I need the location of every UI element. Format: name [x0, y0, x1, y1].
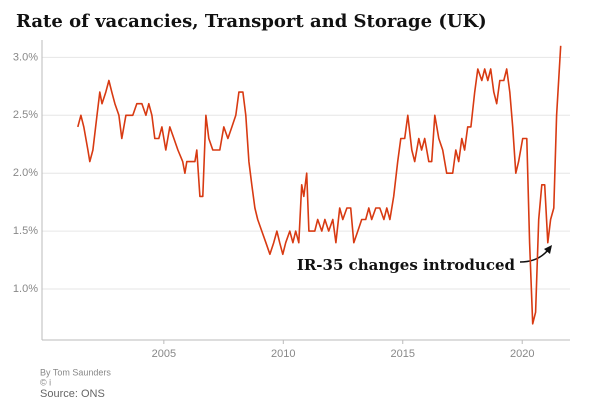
x-tick-label: 2010	[271, 348, 295, 360]
x-tick-label: 2015	[391, 348, 415, 360]
annotation-arrow	[519, 249, 549, 263]
y-tick-label: 2.0%	[13, 167, 38, 179]
y-tick-label: 2.5%	[13, 109, 38, 121]
x-tick-label: 2005	[152, 348, 176, 360]
byline: By Tom Saunders	[40, 367, 111, 377]
y-tick-label: 1.5%	[13, 225, 38, 237]
copyright: © i	[40, 377, 51, 387]
y-tick-label: 1.0%	[13, 283, 38, 295]
y-tick-label: 3.0%	[13, 51, 38, 63]
series-line	[77, 45, 562, 325]
chart-title: Rate of vacancies, Transport and Storage…	[16, 11, 487, 32]
annotation-arrowhead	[544, 245, 552, 254]
annotation: IR-35 changes introduced	[297, 256, 516, 274]
x-tick-label: 2020	[510, 348, 534, 360]
source: Source: ONS	[40, 388, 105, 400]
